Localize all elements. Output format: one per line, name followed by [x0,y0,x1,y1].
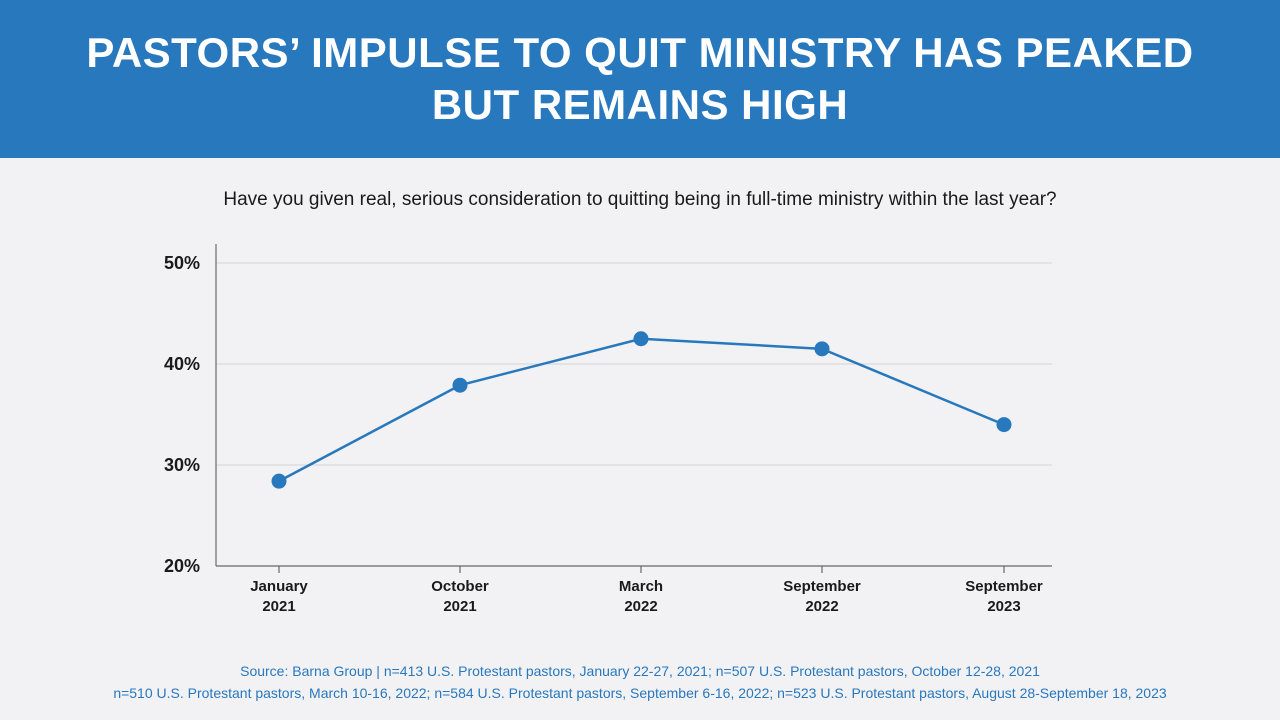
y-tick-label: 30% [164,455,200,475]
source-note: Source: Barna Group | n=413 U.S. Protest… [0,660,1280,704]
y-tick-label: 20% [164,556,200,576]
survey-question: Have you given real, serious considerati… [223,189,1057,210]
x-tick-label: September 2023 [965,578,1043,615]
data-point [996,417,1012,433]
source-line-1: Source: Barna Group | n=413 U.S. Protest… [240,663,1040,679]
title-banner: PASTORS’ IMPULSE TO QUIT MINISTRY HAS PE… [0,0,1280,158]
gridlines [216,262,1052,466]
data-point [814,341,830,357]
title-line-1: PASTORS’ IMPULSE TO QUIT MINISTRY HAS PE… [86,29,1194,76]
x-tick-month: September [783,578,861,595]
series-line [278,337,1005,483]
x-tick-year: 2021 [443,598,476,615]
x-tick-label: January 2021 [250,578,308,615]
x-tick-month: October [431,578,489,595]
title-line-2: BUT REMAINS HIGH [431,81,849,128]
chart-title: PASTORS’ IMPULSE TO QUIT MINISTRY HAS PE… [86,27,1193,131]
x-tick-year: 2023 [987,598,1020,615]
source-line-2: n=510 U.S. Protestant pastors, March 10-… [113,685,1167,701]
y-tick-label: 40% [164,354,200,374]
x-tick-year: 2022 [805,598,838,615]
y-tick-label: 50% [164,253,200,273]
data-point [271,473,287,489]
x-tick-month: January [250,578,308,595]
x-tick-label: October 2021 [431,578,489,615]
data-series [271,331,1012,489]
x-tick-label: September 2022 [783,578,861,615]
x-tick-month: September [965,578,1043,595]
x-tick-year: 2022 [624,598,657,615]
x-tick-year: 2021 [262,598,295,615]
axes [215,244,1052,567]
x-tick-month: March [619,578,663,595]
x-tick-label: March 2022 [619,578,663,615]
data-point [452,377,468,393]
data-point [633,331,649,347]
y-axis-ticks: 20% 30% 40% 50% [164,253,200,576]
